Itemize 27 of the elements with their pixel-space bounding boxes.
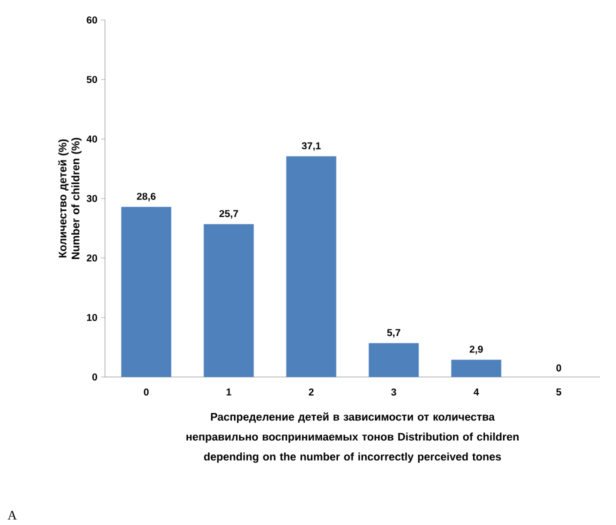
data-label: 28,6 xyxy=(136,192,156,202)
data-label: 2,9 xyxy=(470,346,483,354)
y-tick-label: 50 xyxy=(86,76,98,84)
x-tick-label: 3 xyxy=(391,388,396,396)
bar xyxy=(451,360,502,377)
data-label: 25,7 xyxy=(219,210,238,219)
x-axis-title: Распределение детей в зависимости от количества неправильно воспринимаемых тонов Distribution of children depending on the number of incorrectly perceived tones xyxy=(186,412,519,463)
bar xyxy=(368,343,419,377)
y-tick-label: 20 xyxy=(86,254,98,262)
bar xyxy=(204,224,254,377)
y-tick-label: 30 xyxy=(86,194,98,202)
bar xyxy=(286,156,336,377)
data-label: 37,1 xyxy=(302,142,321,151)
data-label: 0 xyxy=(556,364,562,372)
x-tick-label: 0 xyxy=(144,388,149,396)
text: A xyxy=(8,510,17,520)
y-tick-label: 60 xyxy=(86,16,98,24)
x-tick-label: 4 xyxy=(474,388,479,396)
x-tick-label: 5 xyxy=(556,388,562,396)
y-tick-label: 40 xyxy=(86,135,98,143)
x-tick-label: 1 xyxy=(226,388,232,396)
bar xyxy=(121,206,172,377)
x-tick-label: 2 xyxy=(308,388,314,396)
y-tick-label: 10 xyxy=(87,314,98,322)
data-label: 5,7 xyxy=(387,329,400,338)
y-tick-label: 0 xyxy=(92,373,98,381)
y-axis-title: Количество детей (%) Number of children (%) xyxy=(58,138,82,259)
